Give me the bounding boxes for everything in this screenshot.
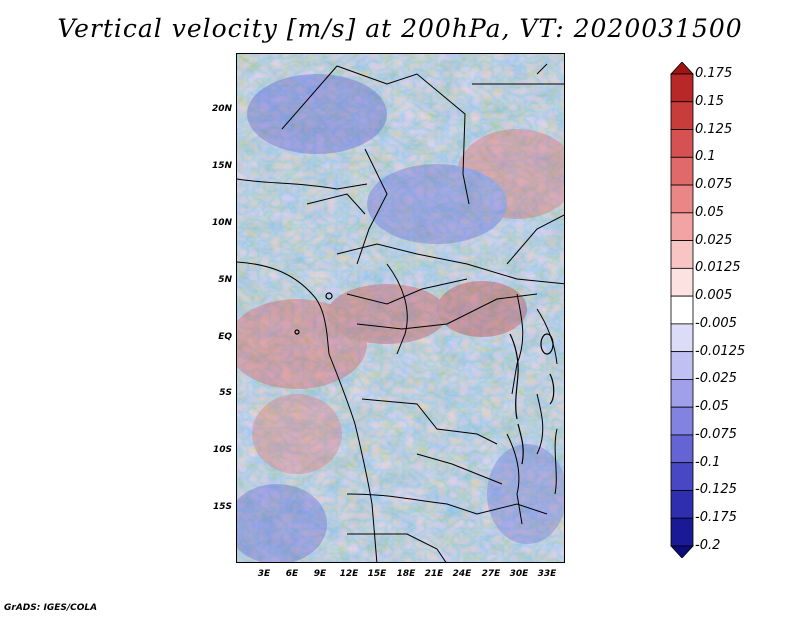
colorbar-cell — [670, 184, 694, 214]
colorbar-cell — [670, 490, 694, 519]
lat-label-20n: 20N — [211, 104, 232, 114]
colorbar — [670, 62, 694, 558]
colorbar-cell — [670, 212, 694, 241]
colorbar-cell — [670, 323, 694, 353]
colorbar-label: -0.005 — [695, 315, 737, 331]
lon-label-12e: 12E — [339, 569, 359, 579]
lat-label-eq: EQ — [218, 332, 232, 342]
lon-label-15e: 15E — [367, 569, 387, 579]
grads-credit: GrADS: IGES/COLA — [4, 603, 98, 613]
lon-label-6e: 6E — [285, 569, 299, 579]
lat-label-5s: 5S — [219, 388, 232, 398]
colorbar-cell — [670, 73, 694, 103]
map-plot-area — [236, 53, 565, 563]
colorbar-label: 0.05 — [695, 204, 724, 220]
lat-label-10n: 10N — [211, 218, 232, 228]
colorbar-label: -0.175 — [695, 510, 737, 526]
lat-label-15n: 15N — [211, 161, 232, 171]
velocity-field — [237, 54, 564, 562]
colorbar-bottom-arrow — [670, 545, 694, 558]
colorbar-label: -0.2 — [695, 538, 721, 553]
colorbar-label: -0.0125 — [695, 343, 746, 359]
colorbar-label: 0.1 — [695, 149, 716, 165]
colorbar-cell — [670, 129, 694, 158]
map-title: Vertical velocity [m/s] at 200hPa, VT: 2… — [57, 14, 743, 43]
lon-label-9e: 9E — [313, 569, 327, 579]
lon-label-3e: 3E — [257, 569, 271, 579]
lon-label-21e: 21E — [424, 569, 444, 579]
colorbar-cell — [670, 379, 694, 408]
colorbar-cell — [670, 406, 694, 436]
colorbar-label: 0.15 — [695, 93, 724, 109]
lon-label-30e: 30E — [509, 569, 529, 579]
colorbar-cell — [670, 434, 694, 464]
colorbar-cell — [670, 295, 694, 325]
colorbar-label: -0.05 — [695, 399, 729, 415]
colorbar-cell — [670, 156, 694, 186]
colorbar-label: 0.075 — [695, 177, 733, 193]
lon-label-24e: 24E — [452, 569, 472, 579]
lat-label-10s: 10S — [212, 445, 232, 455]
lon-label-33e: 33E — [537, 569, 557, 579]
colorbar-cell — [670, 462, 694, 491]
colorbar-label: -0.125 — [695, 482, 737, 498]
lat-label-5n: 5N — [218, 275, 232, 285]
colorbar-label: 0.0125 — [695, 260, 741, 276]
colorbar-cell — [670, 240, 694, 269]
colorbar-label: 0.125 — [695, 121, 733, 137]
colorbar-top-arrow — [670, 62, 694, 75]
colorbar-label: 0.005 — [695, 288, 733, 304]
colorbar-label: -0.025 — [695, 371, 737, 387]
colorbar-label: -0.075 — [695, 426, 737, 442]
colorbar-label: 0.025 — [695, 232, 733, 248]
lon-label-27e: 27E — [481, 569, 501, 579]
colorbar-cell — [670, 351, 694, 380]
colorbar-cell — [670, 267, 694, 297]
lon-label-18e: 18E — [396, 569, 416, 579]
colorbar-label: 0.175 — [695, 66, 733, 81]
lat-label-15s: 15S — [212, 502, 232, 512]
colorbar-cell — [670, 101, 694, 130]
colorbar-label: -0.1 — [695, 454, 721, 470]
colorbar-cell — [670, 517, 694, 547]
